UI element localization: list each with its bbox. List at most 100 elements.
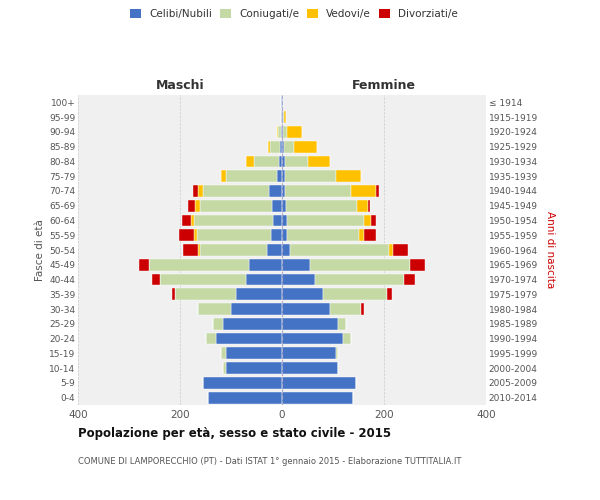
Bar: [200, 244, 267, 256]
Bar: [226, 348, 282, 359]
Bar: [371, 214, 376, 226]
Bar: [197, 230, 271, 241]
Bar: [277, 170, 282, 182]
Bar: [194, 230, 197, 241]
Bar: [216, 332, 282, 344]
Bar: [358, 200, 368, 211]
Bar: [191, 214, 194, 226]
Bar: [200, 200, 272, 211]
Bar: [280, 141, 282, 152]
Bar: [223, 318, 282, 330]
Bar: [206, 332, 216, 344]
Bar: [310, 259, 410, 270]
Bar: [267, 244, 282, 256]
Bar: [182, 244, 198, 256]
Bar: [193, 185, 198, 197]
Text: Maschi: Maschi: [155, 79, 205, 92]
Bar: [361, 303, 364, 315]
Y-axis label: Anni di nascita: Anni di nascita: [545, 212, 554, 288]
Bar: [277, 126, 278, 138]
Text: COMUNE DI LAMPORECCHIO (PT) - Dati ISTAT 1° gennaio 2015 - Elaborazione TUTTITAL: COMUNE DI LAMPORECCHIO (PT) - Dati ISTAT…: [78, 458, 461, 466]
Bar: [213, 318, 223, 330]
Bar: [208, 392, 282, 404]
Bar: [282, 214, 287, 226]
Bar: [188, 200, 196, 211]
Bar: [182, 214, 191, 226]
Bar: [335, 348, 338, 359]
Bar: [194, 214, 273, 226]
Bar: [272, 200, 282, 211]
Bar: [364, 230, 376, 241]
Bar: [282, 392, 353, 404]
Bar: [284, 170, 335, 182]
Bar: [294, 141, 317, 152]
Bar: [160, 274, 247, 285]
Bar: [269, 185, 282, 197]
Bar: [175, 288, 236, 300]
Bar: [308, 156, 331, 168]
Bar: [273, 214, 282, 226]
Bar: [284, 111, 286, 123]
Bar: [364, 214, 371, 226]
Bar: [351, 185, 376, 197]
Bar: [249, 259, 282, 270]
Bar: [338, 318, 346, 330]
Bar: [223, 362, 226, 374]
Bar: [152, 274, 160, 285]
Bar: [172, 288, 175, 300]
Bar: [221, 348, 226, 359]
Bar: [290, 244, 389, 256]
Bar: [198, 185, 203, 197]
Bar: [268, 141, 270, 152]
Bar: [282, 156, 284, 168]
Bar: [287, 230, 359, 241]
Bar: [286, 200, 358, 211]
Bar: [278, 126, 281, 138]
Bar: [282, 303, 331, 315]
Bar: [282, 126, 283, 138]
Bar: [323, 288, 386, 300]
Bar: [282, 230, 287, 241]
Bar: [280, 156, 282, 168]
Bar: [282, 141, 284, 152]
Bar: [271, 230, 282, 241]
Bar: [282, 259, 310, 270]
Bar: [231, 303, 282, 315]
Bar: [393, 244, 409, 256]
Bar: [270, 141, 280, 152]
Bar: [282, 332, 343, 344]
Bar: [343, 332, 351, 344]
Bar: [198, 244, 200, 256]
Bar: [221, 170, 226, 182]
Bar: [284, 156, 308, 168]
Bar: [254, 156, 280, 168]
Bar: [282, 348, 335, 359]
Bar: [283, 111, 284, 123]
Bar: [386, 288, 392, 300]
Bar: [283, 126, 287, 138]
Bar: [282, 318, 338, 330]
Bar: [226, 170, 277, 182]
Bar: [284, 185, 351, 197]
Bar: [359, 230, 364, 241]
Y-axis label: Fasce di età: Fasce di età: [35, 219, 45, 281]
Bar: [410, 259, 425, 270]
Bar: [236, 288, 282, 300]
Bar: [198, 303, 231, 315]
Bar: [196, 200, 200, 211]
Bar: [179, 230, 194, 241]
Bar: [139, 259, 149, 270]
Bar: [203, 185, 269, 197]
Bar: [389, 244, 393, 256]
Bar: [287, 126, 302, 138]
Bar: [203, 377, 282, 389]
Bar: [149, 259, 249, 270]
Text: Femmine: Femmine: [352, 79, 416, 92]
Bar: [282, 362, 338, 374]
Bar: [287, 214, 364, 226]
Bar: [226, 362, 282, 374]
Legend: Celibi/Nubili, Coniugati/e, Vedovi/e, Divorziati/e: Celibi/Nubili, Coniugati/e, Vedovi/e, Di…: [126, 5, 462, 24]
Bar: [282, 377, 356, 389]
Bar: [282, 200, 286, 211]
Bar: [282, 274, 315, 285]
